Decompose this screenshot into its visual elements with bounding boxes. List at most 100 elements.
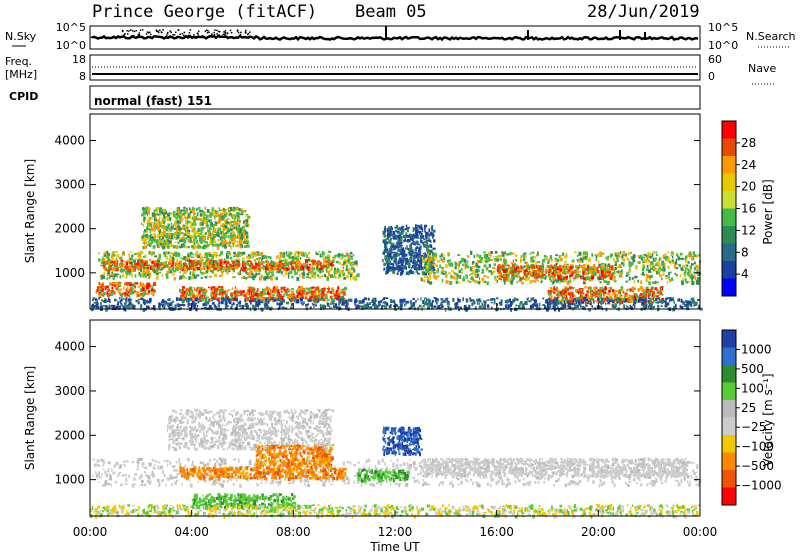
range-cell [449, 281, 453, 285]
range-cell [316, 260, 320, 262]
range-cell [345, 265, 349, 269]
range-cell [184, 270, 187, 274]
range-cell [400, 250, 404, 253]
range-cell [266, 275, 269, 280]
range-cell [524, 273, 527, 275]
range-cell [668, 260, 672, 264]
range-cell [181, 239, 183, 242]
range-cell [283, 293, 286, 297]
range-cell [576, 268, 579, 271]
range-cell [219, 260, 223, 262]
range-cell [216, 231, 219, 235]
range-cell [280, 286, 284, 290]
range-cell [211, 265, 213, 268]
range-cell [460, 260, 464, 263]
range-cell [284, 259, 286, 262]
range-cell [270, 266, 274, 270]
range-cell [317, 268, 320, 273]
range-cell [489, 254, 492, 257]
range-cell [188, 266, 192, 270]
range-cell [556, 266, 560, 269]
range-cell [184, 215, 186, 219]
range-cell [191, 223, 195, 226]
range-cell [203, 253, 207, 256]
range-cell [652, 264, 655, 267]
range-cell [236, 292, 239, 297]
range-cell [423, 256, 425, 261]
range-cell [203, 288, 206, 291]
range-cell [222, 210, 225, 213]
range-cell [660, 268, 663, 271]
range-cell [560, 255, 562, 259]
range-cell [214, 265, 217, 268]
range-cell [248, 290, 251, 294]
range-cell [173, 232, 175, 235]
range-cell [221, 241, 225, 245]
range-cell [502, 280, 506, 282]
range-cell [555, 279, 559, 283]
range-cell [112, 251, 115, 255]
range-cell [107, 293, 110, 298]
range-cell [522, 257, 526, 262]
range-cell [532, 256, 536, 259]
range-cell [342, 288, 345, 291]
range-cell [511, 270, 513, 275]
range-cell [107, 262, 111, 265]
range-cell [472, 265, 476, 268]
range-cell [204, 246, 206, 250]
range-cell [239, 270, 242, 273]
range-cell [234, 290, 237, 294]
range-cell [569, 266, 573, 270]
range-cell [504, 276, 506, 280]
range-cell [465, 275, 468, 279]
range-cell [590, 287, 592, 291]
range-cell [259, 267, 262, 270]
range-cell [468, 280, 472, 283]
range-cell [224, 226, 228, 230]
range-cell [410, 243, 412, 246]
range-cell [606, 292, 609, 295]
range-cell [609, 266, 613, 271]
range-cell [285, 267, 287, 271]
range-cell [310, 288, 313, 291]
range-cell [321, 251, 324, 255]
range-cell [568, 267, 571, 270]
range-cell [157, 226, 160, 231]
range-cell [209, 261, 211, 265]
range-cell [233, 235, 237, 239]
range-cell [322, 298, 326, 302]
range-cell [383, 229, 386, 232]
range-cell [144, 208, 147, 211]
range-cell [268, 295, 271, 299]
range-cell [652, 268, 654, 270]
range-cell [280, 269, 282, 274]
range-cell [210, 236, 212, 240]
range-cell [211, 290, 214, 293]
range-cell [538, 276, 542, 278]
range-cell [247, 263, 250, 266]
range-cell [441, 278, 444, 283]
range-cell [152, 236, 154, 241]
range-cell [632, 260, 636, 263]
range-cell [524, 255, 527, 258]
range-cell [178, 214, 180, 218]
range-cell [642, 260, 645, 264]
range-cell [698, 264, 700, 267]
range-cell [605, 256, 608, 259]
range-cell [153, 238, 156, 243]
range-cell [197, 254, 200, 259]
range-cell [321, 269, 323, 273]
range-cell [652, 265, 656, 269]
range-cell [564, 273, 567, 275]
range-cell [179, 210, 182, 215]
range-cell [178, 268, 181, 271]
range-cell [232, 261, 236, 265]
range-cell [593, 293, 596, 297]
range-cell [246, 272, 249, 275]
range-cell [109, 264, 112, 268]
range-cell [198, 229, 202, 232]
range-cell [577, 268, 579, 272]
range-cell [387, 232, 391, 237]
range-cell [428, 239, 431, 242]
range-cell [118, 256, 121, 260]
